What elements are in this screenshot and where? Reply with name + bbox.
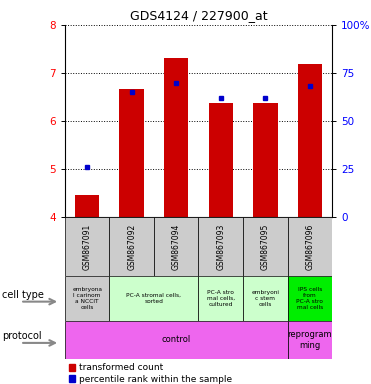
Text: GSM867093: GSM867093	[216, 223, 225, 270]
Text: transformed count: transformed count	[79, 363, 163, 372]
Bar	[198, 217, 243, 276]
Bar	[109, 217, 154, 276]
Text: reprogram
ming: reprogram ming	[288, 330, 332, 349]
Text: PC-A stro
mal cells,
cultured: PC-A stro mal cells, cultured	[207, 290, 235, 307]
Bar	[288, 276, 332, 321]
Bar	[65, 276, 109, 321]
Bar	[65, 321, 288, 359]
Bar	[298, 64, 322, 217]
Text: GSM867092: GSM867092	[127, 223, 136, 270]
Text: control: control	[162, 335, 191, 344]
Text: embryona
l carinom
a NCCIT
cells: embryona l carinom a NCCIT cells	[72, 287, 102, 310]
Text: cell type: cell type	[2, 290, 44, 300]
Bar	[243, 276, 288, 321]
Bar	[288, 321, 332, 359]
Text: IPS cells
from
PC-A stro
mal cells: IPS cells from PC-A stro mal cells	[296, 287, 323, 310]
Bar	[75, 195, 99, 217]
Text: percentile rank within the sample: percentile rank within the sample	[79, 375, 232, 384]
Text: PC-A stromal cells,
sorted: PC-A stromal cells, sorted	[127, 293, 181, 304]
Bar	[288, 217, 332, 276]
Text: GSM867091: GSM867091	[83, 223, 92, 270]
Text: protocol: protocol	[2, 331, 42, 341]
Bar	[65, 217, 109, 276]
Bar	[243, 217, 288, 276]
Bar	[209, 103, 233, 217]
Text: GSM867096: GSM867096	[305, 223, 314, 270]
Bar	[164, 58, 188, 217]
Bar	[119, 89, 144, 217]
Text: GSM867095: GSM867095	[261, 223, 270, 270]
Bar	[253, 103, 278, 217]
Text: GSM867094: GSM867094	[172, 223, 181, 270]
Bar	[198, 276, 243, 321]
Bar	[154, 217, 198, 276]
Text: embryoni
c stem
cells: embryoni c stem cells	[251, 290, 279, 307]
Bar	[109, 276, 198, 321]
Title: GDS4124 / 227900_at: GDS4124 / 227900_at	[130, 9, 267, 22]
